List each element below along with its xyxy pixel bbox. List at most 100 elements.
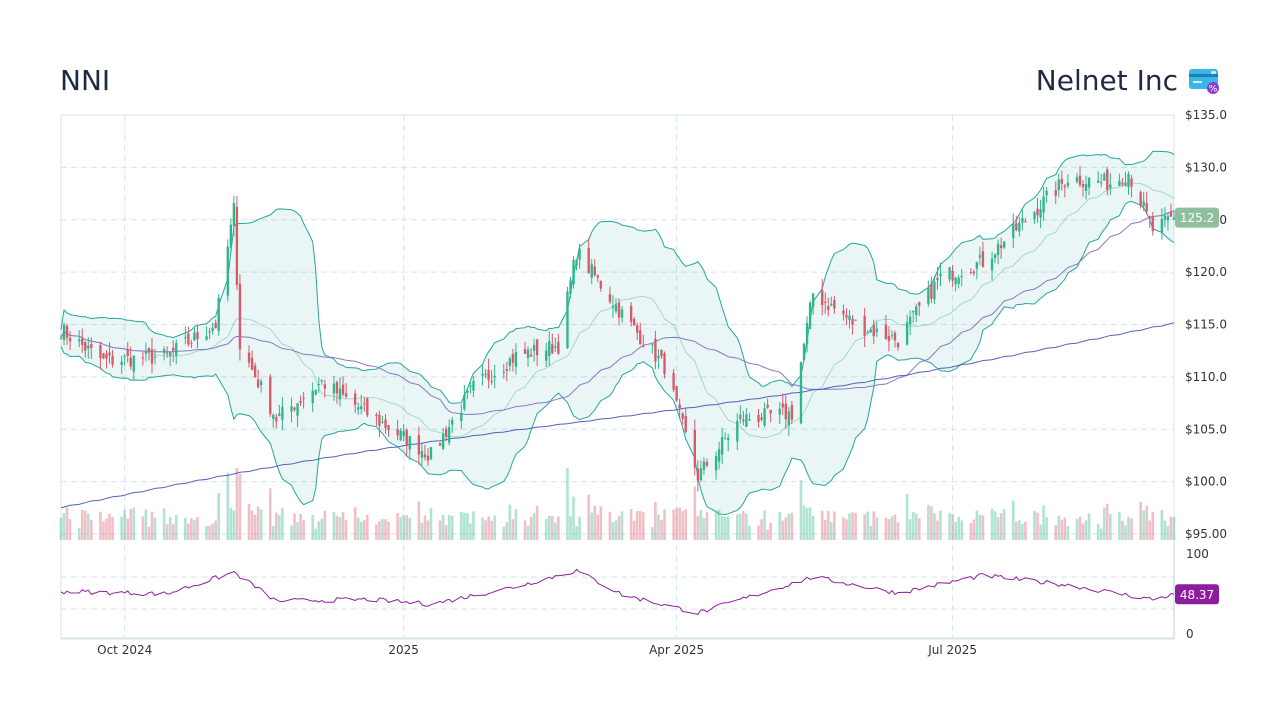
- volume-bar: [281, 508, 284, 540]
- volume-bar: [402, 515, 406, 540]
- volume-bar: [714, 510, 718, 540]
- candle-body: [366, 398, 369, 416]
- candle-body: [1078, 175, 1082, 185]
- volume-bar: [532, 512, 536, 540]
- bollinger-lower: [60, 200, 1175, 516]
- candle-body: [296, 403, 299, 416]
- date-tick-label: Jul 2025: [927, 643, 977, 657]
- candle-body: [1054, 190, 1057, 196]
- volume-bar: [68, 519, 72, 540]
- volume-bar: [587, 494, 590, 540]
- volume-bar: [954, 521, 957, 540]
- volume-bar: [353, 507, 357, 540]
- volume-bar: [908, 519, 912, 540]
- volume-bar: [869, 525, 873, 540]
- candle-body: [505, 369, 508, 372]
- candle-body: [875, 328, 878, 333]
- candle-body: [566, 291, 569, 349]
- volume-bar: [1151, 511, 1155, 540]
- volume-bar: [490, 520, 493, 540]
- volume-bar: [271, 526, 275, 540]
- volume-bar: [190, 518, 193, 540]
- volume-bar: [147, 526, 151, 540]
- volume-bar: [717, 509, 721, 540]
- candle-body: [915, 306, 918, 316]
- candle-body: [59, 338, 63, 340]
- volume-bar: [535, 505, 539, 540]
- volume-bar: [620, 511, 624, 540]
- volume-bar: [787, 513, 791, 540]
- volume-bar: [1014, 521, 1018, 540]
- candle-body: [684, 415, 687, 432]
- volume-bar: [641, 512, 645, 540]
- volume-bar: [229, 507, 233, 540]
- candle-body: [1087, 178, 1091, 188]
- volume-bar: [1145, 505, 1149, 540]
- rsi-tick-label: 0: [1186, 627, 1194, 641]
- moving-average-200: [60, 322, 1175, 509]
- volume-bar: [799, 480, 803, 540]
- rsi-tick-label: 100: [1186, 547, 1209, 561]
- candle-body: [557, 341, 560, 354]
- volume-bar: [575, 526, 578, 540]
- candle-body: [908, 316, 912, 325]
- volume-bar: [141, 516, 145, 540]
- candle-body: [1172, 217, 1176, 220]
- volume-bar: [502, 526, 506, 540]
- candle-body: [824, 301, 827, 303]
- volume-bar: [632, 520, 636, 540]
- candle-body: [593, 266, 596, 276]
- volume-bar: [1099, 528, 1103, 540]
- candle-body: [912, 310, 915, 313]
- volume-bar: [1124, 525, 1127, 540]
- volume-bar: [611, 522, 615, 540]
- candle-body: [981, 251, 985, 267]
- candle-body: [936, 278, 939, 281]
- volume-bar: [675, 508, 678, 540]
- volume-bar: [651, 526, 654, 540]
- volume-bar: [1018, 520, 1021, 540]
- candle-body: [781, 403, 784, 408]
- candle-body: [311, 390, 314, 404]
- volume-bar: [557, 516, 560, 540]
- grid: [60, 114, 1175, 640]
- volume-bar: [278, 515, 281, 540]
- candle-body: [614, 304, 618, 312]
- volume-bar: [1011, 500, 1015, 540]
- volume-bar: [760, 519, 763, 540]
- candle-body: [1148, 216, 1151, 219]
- volume-bar: [735, 514, 739, 540]
- volume-bar: [829, 521, 833, 540]
- bollinger-fill: [61, 151, 1174, 515]
- price-tick-label: $120.0: [1185, 265, 1227, 279]
- candle-body: [575, 259, 578, 266]
- candle-body: [102, 353, 105, 359]
- volume-bar: [132, 507, 136, 540]
- candle-body: [972, 271, 976, 274]
- volume-bar: [672, 509, 675, 540]
- volume-bar: [927, 505, 930, 540]
- volume-bar: [1024, 521, 1027, 540]
- candle-body: [141, 357, 145, 359]
- volume-bar: [705, 512, 709, 540]
- rsi-value-badge: [1175, 584, 1219, 605]
- candle-body: [299, 400, 302, 403]
- volume-bar: [362, 520, 366, 540]
- price-tick-label: $130.0: [1185, 160, 1227, 174]
- candle-body: [1118, 180, 1121, 186]
- volume-bar: [108, 513, 111, 540]
- candle-body: [144, 350, 148, 354]
- volume-bar: [356, 517, 360, 540]
- candle-body: [778, 408, 781, 415]
- volume-bar: [681, 511, 685, 540]
- candle-body: [642, 345, 645, 347]
- volume-bar: [599, 506, 603, 540]
- volume-bar: [723, 516, 727, 540]
- volume-bar: [1075, 518, 1079, 540]
- volume-bar: [848, 513, 851, 540]
- candle-body: [68, 337, 72, 342]
- volume-bar: [472, 511, 475, 540]
- volume-bar: [1148, 520, 1152, 540]
- candle-body: [596, 275, 599, 278]
- candle-body: [129, 357, 132, 367]
